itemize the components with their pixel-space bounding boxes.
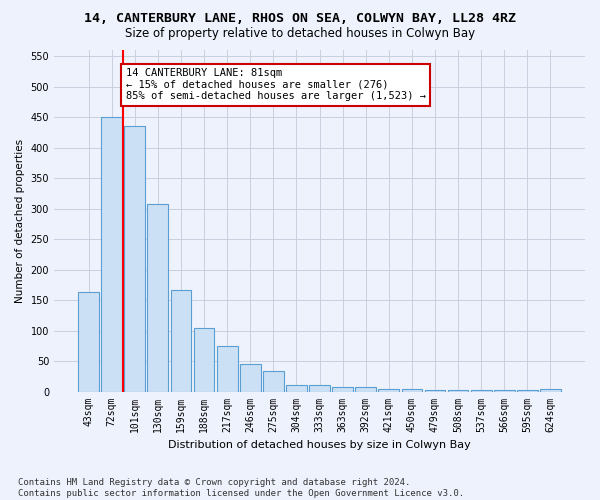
Text: 14 CANTERBURY LANE: 81sqm
← 15% of detached houses are smaller (276)
85% of semi: 14 CANTERBURY LANE: 81sqm ← 15% of detac… bbox=[125, 68, 425, 102]
Bar bbox=[379, 388, 399, 392]
Bar bbox=[217, 346, 238, 392]
Y-axis label: Number of detached properties: Number of detached properties bbox=[15, 138, 25, 303]
Bar bbox=[124, 126, 145, 392]
Bar bbox=[170, 290, 191, 392]
Bar bbox=[448, 390, 469, 392]
Bar bbox=[401, 388, 422, 392]
Bar bbox=[263, 372, 284, 392]
Text: Contains HM Land Registry data © Crown copyright and database right 2024.
Contai: Contains HM Land Registry data © Crown c… bbox=[18, 478, 464, 498]
Bar bbox=[194, 328, 214, 392]
Text: Size of property relative to detached houses in Colwyn Bay: Size of property relative to detached ho… bbox=[125, 28, 475, 40]
X-axis label: Distribution of detached houses by size in Colwyn Bay: Distribution of detached houses by size … bbox=[168, 440, 471, 450]
Bar bbox=[148, 204, 168, 392]
Bar bbox=[355, 386, 376, 392]
Bar bbox=[101, 117, 122, 392]
Bar bbox=[471, 390, 491, 392]
Bar bbox=[78, 292, 99, 392]
Bar bbox=[517, 390, 538, 392]
Bar bbox=[309, 386, 330, 392]
Bar bbox=[240, 364, 260, 392]
Text: 14, CANTERBURY LANE, RHOS ON SEA, COLWYN BAY, LL28 4RZ: 14, CANTERBURY LANE, RHOS ON SEA, COLWYN… bbox=[84, 12, 516, 26]
Bar bbox=[425, 390, 445, 392]
Bar bbox=[286, 386, 307, 392]
Bar bbox=[540, 388, 561, 392]
Bar bbox=[332, 386, 353, 392]
Bar bbox=[494, 390, 515, 392]
